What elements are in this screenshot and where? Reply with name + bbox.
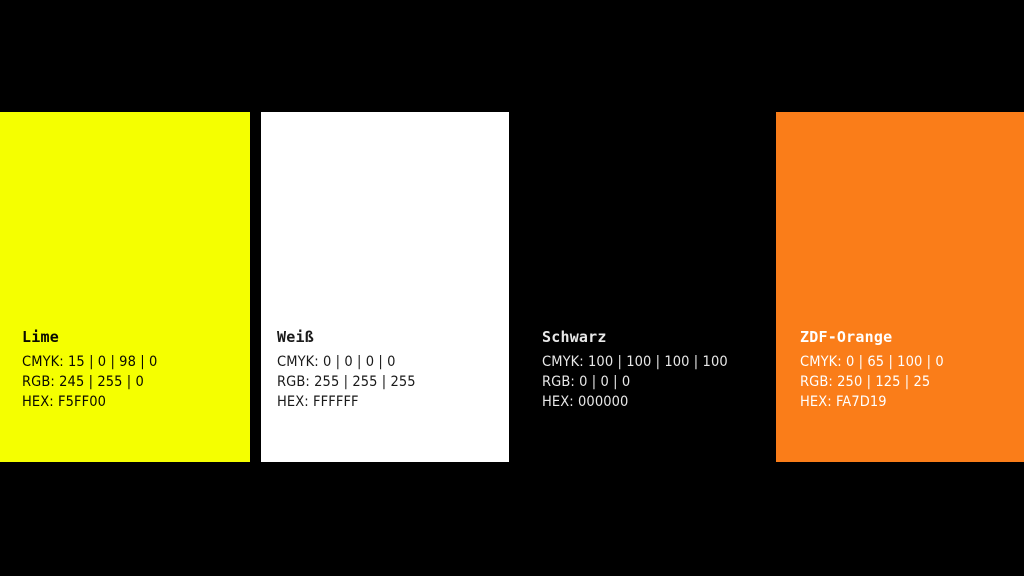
color-swatch-schwarz[interactable]: Schwarz CMYK: 100 | 100 | 100 | 100 RGB:… (520, 112, 768, 462)
color-swatch-zdf-orange[interactable]: ZDF-Orange CMYK: 0 | 65 | 100 | 0 RGB: 2… (776, 112, 1024, 462)
swatch-rgb: RGB: 250 | 125 | 25 (800, 374, 931, 390)
swatch-hex: HEX: F5FF00 (22, 394, 107, 410)
swatch-hex: HEX: FFFFFF (277, 394, 359, 410)
swatch-cmyk: CMYK: 15 | 0 | 98 | 0 (22, 354, 158, 370)
swatch-rgb: RGB: 0 | 0 | 0 (542, 374, 631, 390)
swatch-name: Schwarz (542, 328, 607, 346)
swatch-cmyk: CMYK: 100 | 100 | 100 | 100 (542, 354, 728, 370)
swatch-name: Weiß (277, 328, 314, 346)
swatch-hex: HEX: 000000 (542, 394, 629, 410)
swatch-rgb: RGB: 245 | 255 | 0 (22, 374, 144, 390)
swatch-hex: HEX: FA7D19 (800, 394, 887, 410)
swatch-cmyk: CMYK: 0 | 0 | 0 | 0 (277, 354, 396, 370)
color-swatch-weiss[interactable]: Weiß CMYK: 0 | 0 | 0 | 0 RGB: 255 | 255 … (261, 112, 509, 462)
swatch-name: ZDF-Orange (800, 328, 893, 346)
color-swatch-lime[interactable]: Lime CMYK: 15 | 0 | 98 | 0 RGB: 245 | 25… (0, 112, 250, 462)
swatch-cmyk: CMYK: 0 | 65 | 100 | 0 (800, 354, 944, 370)
swatch-name: Lime (22, 328, 59, 346)
swatch-rgb: RGB: 255 | 255 | 255 (277, 374, 416, 390)
